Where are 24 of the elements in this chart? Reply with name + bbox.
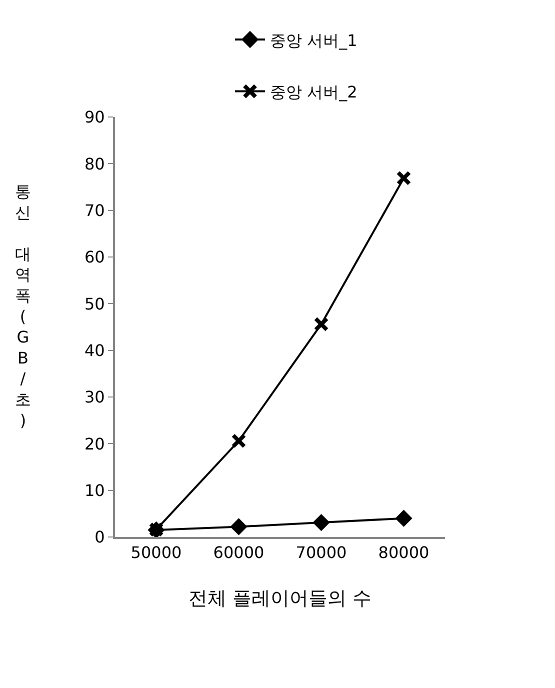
y-tick-label: 50 xyxy=(84,294,105,314)
text: 통신 대역폭(GB/초) xyxy=(15,182,31,430)
x-tick-label: 80000 xyxy=(378,543,430,562)
y-tick-label: 60 xyxy=(84,248,105,267)
x-tick-label: 60000 xyxy=(213,543,264,562)
y-tick-label: 40 xyxy=(84,340,105,360)
point xyxy=(396,170,412,186)
y-tick-label: 70 xyxy=(84,200,105,220)
point xyxy=(396,510,412,526)
point xyxy=(313,514,330,531)
legend-label: 중앙 서버_2 xyxy=(270,82,358,102)
y-tick-label: 30 xyxy=(84,388,105,407)
y-tick-label: 10 xyxy=(84,480,105,500)
x-tick-label: 50000 xyxy=(130,543,182,562)
y-tick-label: 90 xyxy=(84,108,105,127)
legend-label: 중앙 서버_1 xyxy=(270,30,358,50)
y-tick-label: 80 xyxy=(84,154,105,174)
y-tick-label: 0 xyxy=(94,528,105,547)
x-axis-title: 전체 플레이어들의 수 xyxy=(188,588,372,610)
point xyxy=(314,316,329,332)
y-tick-label: 20 xyxy=(84,434,105,454)
x-tick-label: 70000 xyxy=(296,543,347,562)
point xyxy=(230,518,247,535)
point xyxy=(231,433,246,448)
